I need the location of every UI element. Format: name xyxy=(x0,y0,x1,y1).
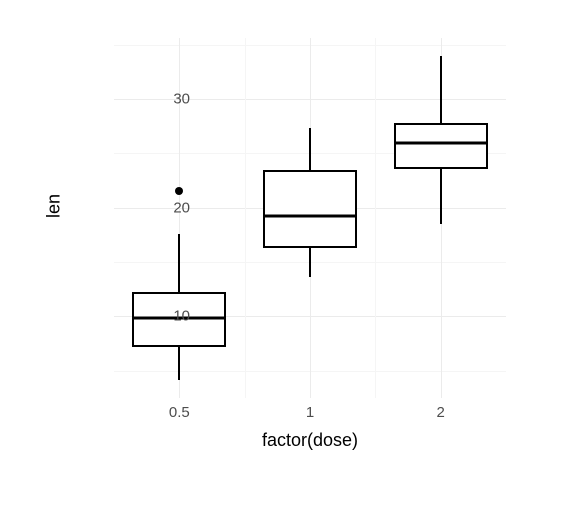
grid-minor-v xyxy=(375,38,376,398)
y-axis-title: len xyxy=(44,194,65,218)
box xyxy=(394,123,488,170)
x-axis-title: factor(dose) xyxy=(114,430,506,451)
x-tick-label: 0.5 xyxy=(169,404,190,421)
median-line xyxy=(394,141,488,144)
x-tick-label: 1 xyxy=(306,404,314,421)
outlier-point xyxy=(175,187,183,195)
median-line xyxy=(263,214,357,217)
y-tick-label: 10 xyxy=(130,308,190,325)
x-tick-label: 2 xyxy=(436,404,444,421)
grid-minor-v xyxy=(245,38,246,398)
boxplot-1 xyxy=(263,38,357,398)
y-tick-label: 30 xyxy=(130,90,190,107)
y-tick-label: 20 xyxy=(130,199,190,216)
boxplot-chart: len factor(dose) 10 20 30 0.5 1 2 xyxy=(40,20,520,460)
box xyxy=(263,170,357,248)
boxplot-2 xyxy=(394,38,488,398)
